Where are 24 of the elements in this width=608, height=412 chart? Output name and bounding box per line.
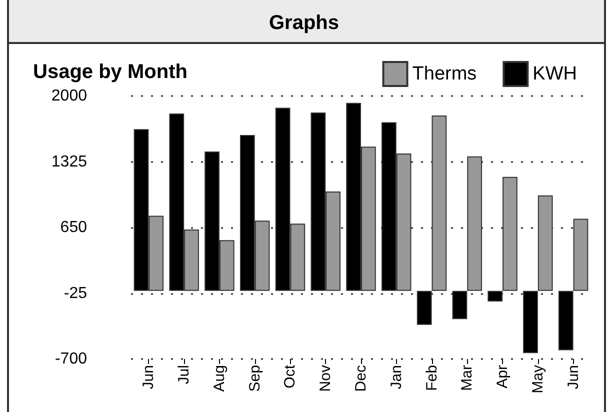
x-tick-label: Oct <box>282 364 299 388</box>
legend-label: KWH <box>532 64 577 84</box>
y-tick-label: -25 <box>64 284 88 302</box>
y-tick-label: 1325 <box>51 153 88 170</box>
legend-label: Therms <box>412 64 477 84</box>
x-tick-label: Jul <box>176 365 193 384</box>
x-tick-label: Apr <box>494 364 512 388</box>
x-tick-label: Nov <box>317 364 334 392</box>
bar <box>538 195 553 291</box>
x-tick-label: May <box>529 364 546 394</box>
y-tick-label: 650 <box>60 219 88 236</box>
chart-subtitle: Usage by Month <box>33 61 188 83</box>
x-tick-label: Aug <box>210 365 228 392</box>
y-tick-label: -700 <box>54 350 88 368</box>
x-tick-label: Feb <box>423 365 440 391</box>
x-tick-label: Dec <box>352 364 370 392</box>
x-tick-label: Jan <box>388 365 405 390</box>
x-tick-label: Jun <box>140 365 158 390</box>
x-tick-label: Sep <box>246 365 264 392</box>
x-tick-label: Mar <box>458 365 476 391</box>
x-tick-label: Jun <box>564 365 582 390</box>
y-tick-label: 2000 <box>51 88 88 104</box>
bar <box>558 290 574 350</box>
chart-title: Graphs <box>268 12 340 34</box>
